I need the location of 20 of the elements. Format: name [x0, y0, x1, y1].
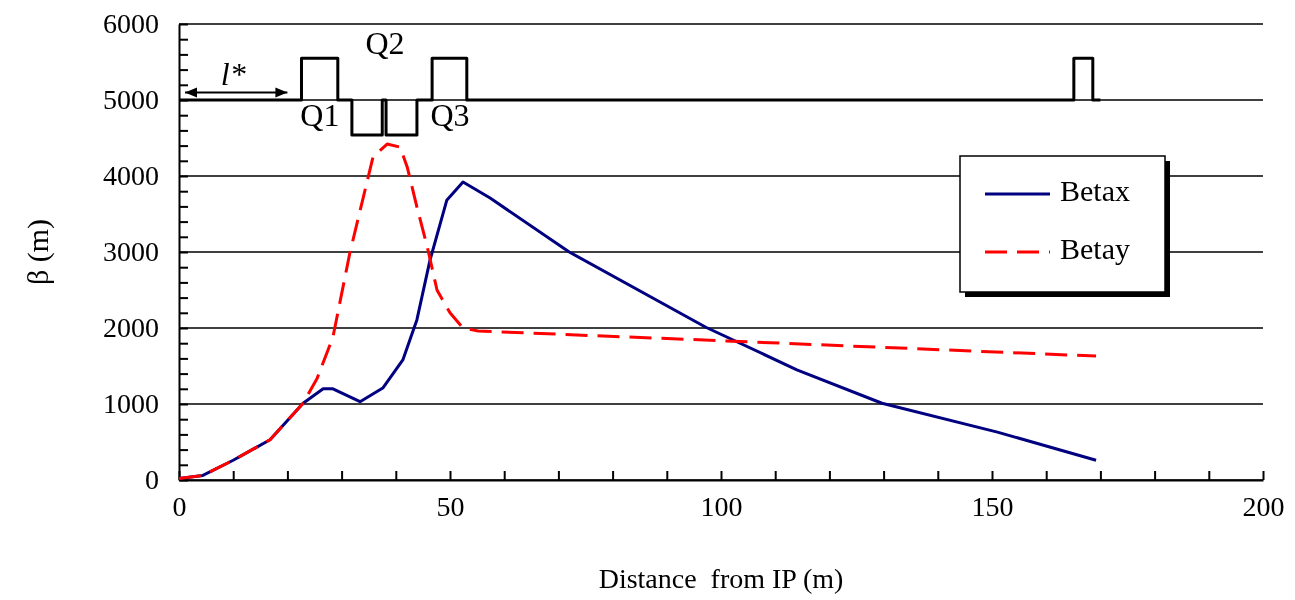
y-tick-label: 0: [145, 464, 159, 496]
annotation: Q2: [365, 25, 405, 62]
y-axis-title: β (m): [21, 218, 55, 286]
y-tick-label: 6000: [103, 8, 159, 40]
y-tick-label: 4000: [103, 160, 159, 192]
y-tick-label: 2000: [103, 312, 159, 344]
legend-label: Betax: [1060, 173, 1130, 207]
x-axis-title: Distance from IP (m): [598, 563, 844, 594]
x-tick-label: 150: [971, 490, 1014, 522]
x-tick-label: 200: [1242, 490, 1285, 522]
legend-label: Betay: [1060, 231, 1130, 265]
x-tick-label: 50: [436, 490, 465, 522]
x-tick-label: 0: [172, 490, 187, 522]
annotation: Q3: [430, 97, 470, 134]
annotation: Q1: [300, 97, 340, 134]
y-tick-label: 5000: [103, 84, 159, 116]
annotation: l*: [220, 55, 246, 92]
y-tick-label: 3000: [103, 236, 159, 268]
y-tick-label: 1000: [103, 388, 159, 420]
x-tick-label: 100: [700, 490, 743, 522]
